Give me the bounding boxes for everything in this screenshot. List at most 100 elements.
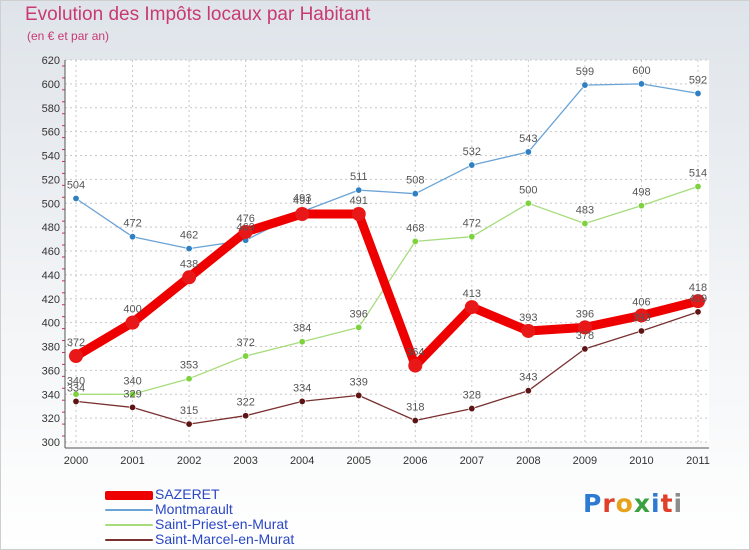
data-point-saint-marcel-en-murat bbox=[185, 420, 193, 428]
chart-title: Evolution des Impôts locaux par Habitant bbox=[25, 4, 371, 25]
data-label: 514 bbox=[689, 168, 707, 180]
data-point-saint-priest-en-murat bbox=[129, 390, 137, 398]
series-line-sazeret bbox=[71, 209, 703, 371]
data-label: 406 bbox=[632, 296, 650, 308]
data-point-montmarault bbox=[694, 89, 702, 97]
y-tick-label: 460 bbox=[42, 246, 60, 258]
data-label: 340 bbox=[67, 375, 85, 387]
y-tick-label: 560 bbox=[42, 127, 60, 139]
y-tick-label: 400 bbox=[42, 318, 60, 330]
data-point-sazeret bbox=[295, 206, 310, 221]
data-label: 462 bbox=[180, 230, 198, 242]
x-tick-label: 2000 bbox=[64, 455, 88, 467]
y-tick-label: 520 bbox=[42, 174, 60, 186]
data-label: 504 bbox=[67, 179, 85, 191]
data-label: 334 bbox=[67, 382, 85, 394]
data-label: 468 bbox=[406, 222, 424, 234]
legend-swatch bbox=[105, 539, 153, 541]
data-label: 378 bbox=[576, 330, 594, 342]
data-point-saint-marcel-en-murat bbox=[524, 387, 532, 395]
data-point-saint-marcel-en-murat bbox=[355, 391, 363, 399]
data-label: 322 bbox=[236, 397, 254, 409]
x-tick-label: 2005 bbox=[346, 455, 370, 467]
data-point-saint-priest-en-murat bbox=[694, 183, 702, 191]
data-point-saint-marcel-en-murat bbox=[129, 403, 137, 411]
series-layer bbox=[69, 80, 705, 428]
data-label: 409 bbox=[689, 293, 707, 305]
y-tick-label: 440 bbox=[42, 270, 60, 282]
y-tick-label: 420 bbox=[42, 294, 60, 306]
data-point-saint-priest-en-murat bbox=[411, 237, 419, 245]
y-tick-label: 340 bbox=[42, 389, 60, 401]
y-tick-label: 540 bbox=[42, 151, 60, 163]
data-label: 472 bbox=[123, 218, 141, 230]
data-label: 472 bbox=[463, 218, 481, 230]
data-point-saint-marcel-en-murat bbox=[242, 412, 250, 420]
proxiti-logo: Proxiti bbox=[583, 489, 683, 518]
data-label: 491 bbox=[350, 195, 368, 207]
data-label: 532 bbox=[463, 146, 481, 158]
x-tick-label: 2007 bbox=[460, 455, 484, 467]
data-label: 413 bbox=[463, 288, 481, 300]
y-tick-label: 600 bbox=[42, 79, 60, 91]
data-point-montmarault bbox=[581, 81, 589, 89]
data-point-montmarault bbox=[185, 245, 193, 253]
data-label: 315 bbox=[180, 405, 198, 417]
data-label: 498 bbox=[632, 187, 650, 199]
data-label: 334 bbox=[293, 382, 311, 394]
y-tick-label: 500 bbox=[42, 198, 60, 210]
data-label: 400 bbox=[123, 304, 141, 316]
data-point-montmarault bbox=[468, 161, 476, 169]
data-label: 384 bbox=[293, 323, 311, 335]
logo-letter: i bbox=[673, 489, 684, 518]
data-point-sazeret bbox=[69, 349, 83, 364]
data-label: 599 bbox=[576, 66, 594, 78]
data-point-sazeret bbox=[691, 294, 705, 309]
data-label: 343 bbox=[519, 372, 537, 384]
logo-letter: r bbox=[602, 489, 616, 518]
data-point-saint-priest-en-murat bbox=[185, 375, 193, 383]
data-label: 340 bbox=[123, 375, 141, 387]
data-label: 438 bbox=[180, 258, 198, 270]
data-point-saint-priest-en-murat bbox=[355, 323, 363, 331]
data-label: 364 bbox=[406, 347, 424, 359]
data-point-saint-marcel-en-murat bbox=[411, 417, 419, 425]
data-point-montmarault bbox=[72, 194, 80, 202]
data-point-saint-priest-en-murat bbox=[72, 390, 80, 398]
data-label: 393 bbox=[519, 312, 537, 324]
logo-letter: o bbox=[615, 489, 634, 518]
legend-swatch bbox=[105, 509, 153, 511]
x-tick-label: 2003 bbox=[233, 455, 257, 467]
data-labels-layer: 372 400 438 476 491 491 364 413 393 396 406 418 504 4… bbox=[67, 65, 707, 417]
data-point-montmarault bbox=[129, 233, 137, 241]
data-label: 328 bbox=[463, 390, 481, 402]
y-tick-label: 320 bbox=[42, 413, 60, 425]
y-tick-label: 580 bbox=[42, 103, 60, 115]
data-label: 493 bbox=[293, 193, 311, 205]
data-point-sazeret bbox=[634, 308, 649, 323]
data-point-montmarault bbox=[524, 148, 532, 156]
data-label: 508 bbox=[406, 175, 424, 187]
data-point-saint-marcel-en-murat bbox=[694, 308, 702, 316]
data-label: 372 bbox=[236, 337, 254, 349]
data-label: 592 bbox=[689, 74, 707, 86]
data-label: 339 bbox=[350, 376, 368, 388]
y-tick-label: 620 bbox=[42, 55, 60, 67]
data-label: 372 bbox=[67, 337, 85, 349]
data-point-sazeret bbox=[521, 323, 536, 338]
x-tick-label: 2011 bbox=[686, 455, 710, 467]
data-label: 600 bbox=[632, 65, 650, 77]
data-label: 500 bbox=[519, 184, 537, 196]
data-point-montmarault bbox=[411, 190, 419, 198]
data-point-saint-priest-en-murat bbox=[524, 199, 532, 207]
series-line-saint-marcel-en-murat bbox=[75, 311, 699, 425]
y-tick-label: 380 bbox=[42, 342, 60, 354]
data-label: 396 bbox=[576, 308, 594, 320]
x-tick-label: 2006 bbox=[403, 455, 427, 467]
data-point-montmarault bbox=[355, 186, 363, 194]
data-label: 396 bbox=[350, 308, 368, 320]
data-point-sazeret bbox=[182, 270, 197, 285]
data-point-sazeret bbox=[125, 315, 140, 330]
